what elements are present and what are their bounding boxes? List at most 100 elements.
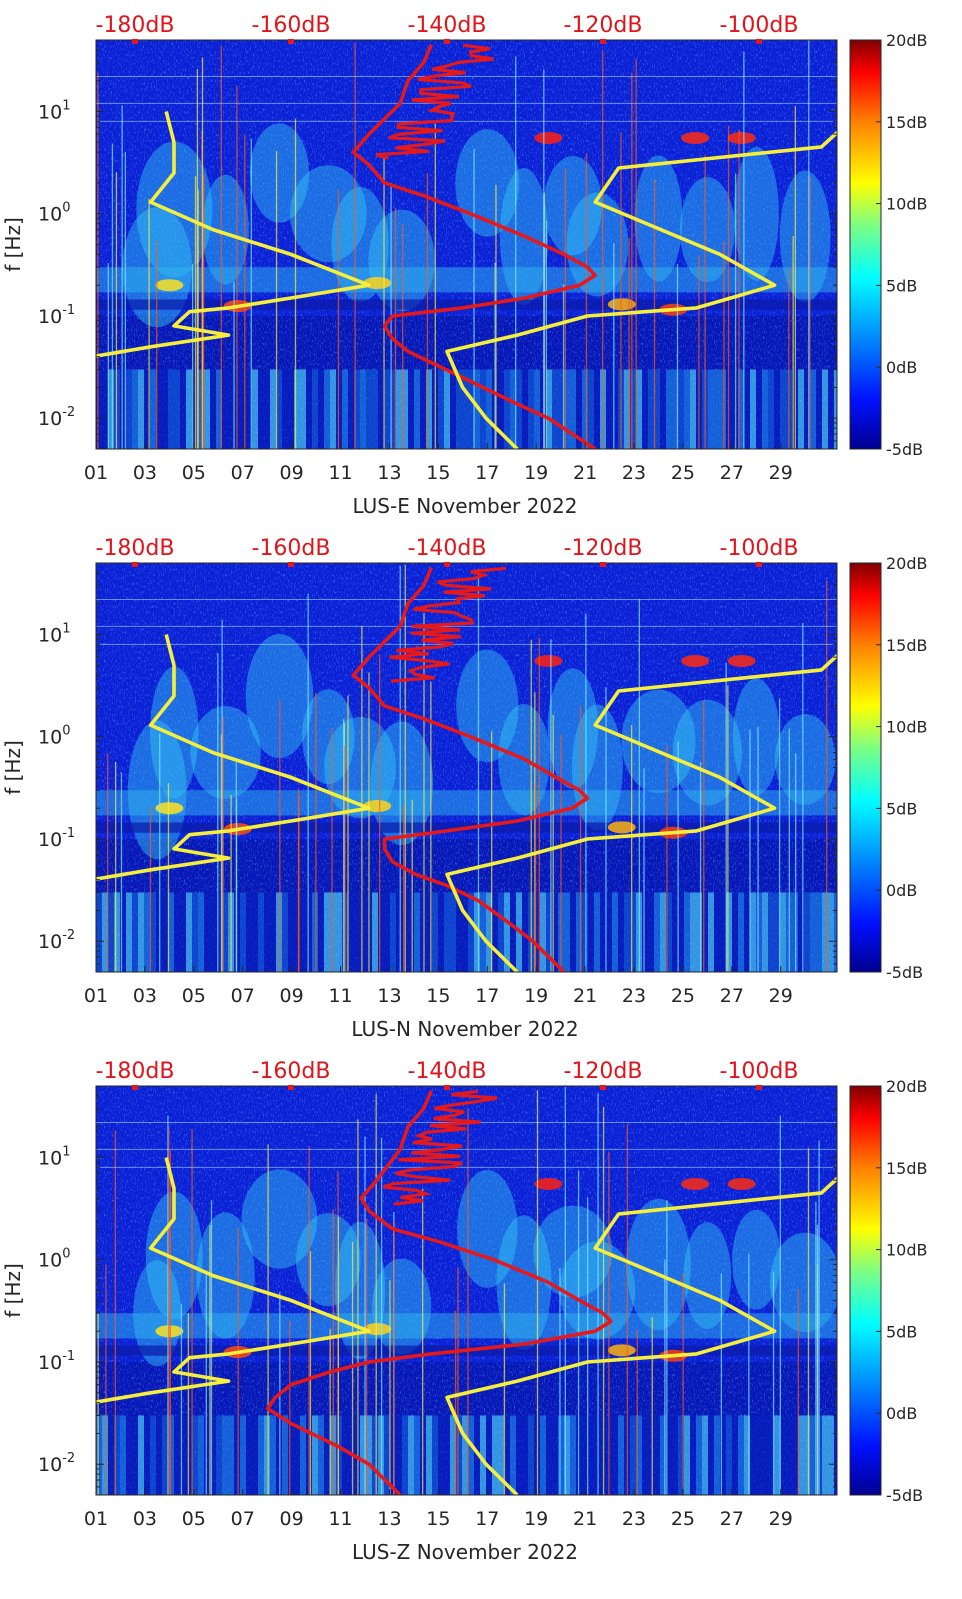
low-frequency-cell <box>180 369 186 449</box>
energy-blob <box>190 706 261 800</box>
x-tick-label: 13 <box>377 462 401 484</box>
low-frequency-cell <box>462 892 468 972</box>
low-frequency-cell <box>216 1415 222 1495</box>
low-frequency-cell <box>120 892 126 972</box>
colorbar <box>849 562 882 973</box>
low-frequency-cell <box>258 369 264 449</box>
top-axis-label: -180dB <box>96 1059 175 1084</box>
colorbar-tick-label: 5dB <box>886 799 917 818</box>
low-frequency-cell <box>318 892 324 972</box>
colorbar-tick-label: 10dB <box>886 195 928 214</box>
low-frequency-cell <box>378 369 384 449</box>
low-frequency-cell <box>504 369 510 449</box>
colorbar <box>849 1085 882 1496</box>
low-frequency-cell <box>186 369 192 449</box>
top-axis-label: -180dB <box>96 13 175 38</box>
spectrogram-plot <box>96 563 837 972</box>
low-frequency-cell <box>420 369 426 449</box>
low-frequency-cell <box>438 892 444 972</box>
spectrogram-panel: 01 03 05 07 09 11 13 15 17 19 21 23 25 27 29 LUS-N Nove… <box>1 536 928 1041</box>
low-frequency-cell <box>582 892 588 972</box>
low-frequency-cell <box>162 369 168 449</box>
x-tick-label: 21 <box>573 1508 597 1530</box>
low-frequency-cell <box>426 369 432 449</box>
low-frequency-cell <box>522 892 528 972</box>
low-frequency-cell <box>648 369 654 449</box>
low-frequency-cell <box>822 369 828 449</box>
low-frequency-cell <box>810 369 816 449</box>
low-frequency-cell <box>618 1415 624 1495</box>
low-frequency-cell <box>618 892 624 972</box>
spectrogram-panel: 01 03 05 07 09 11 13 15 17 19 21 23 25 27 29 LUS-E Nove… <box>1 13 928 518</box>
low-frequency-cell <box>678 1415 684 1495</box>
low-frequency-cell <box>516 369 522 449</box>
colorbar-tick-label: 15dB <box>886 636 928 655</box>
low-frequency-cell <box>828 1415 834 1495</box>
low-frequency-cell <box>594 1415 600 1495</box>
low-frequency-cell <box>708 892 714 972</box>
low-frequency-cell <box>486 1415 492 1495</box>
low-frequency-cell <box>324 892 330 972</box>
low-frequency-cell <box>372 369 378 449</box>
low-frequency-cell <box>684 892 690 972</box>
low-frequency-cell <box>444 1415 450 1495</box>
low-frequency-cell <box>666 369 672 449</box>
low-frequency-cell <box>156 1415 162 1495</box>
low-frequency-cell <box>708 1415 714 1495</box>
colorbar-tick-label: 10dB <box>886 718 928 737</box>
hot-spot <box>534 1178 563 1191</box>
y-tick-label: 10-1 <box>38 303 75 328</box>
energy-blob <box>455 129 520 237</box>
low-frequency-cell <box>396 1415 402 1495</box>
low-frequency-cell <box>732 1415 738 1495</box>
low-frequency-cell <box>402 1415 408 1495</box>
psd-curve-fluctuation <box>382 1089 498 1206</box>
low-frequency-cell <box>552 1415 558 1495</box>
low-frequency-cell <box>486 369 492 449</box>
hot-spot <box>155 279 184 292</box>
low-frequency-cell <box>318 369 324 449</box>
low-frequency-cell <box>696 892 702 972</box>
low-frequency-cell <box>276 892 282 972</box>
low-frequency-cell <box>102 369 108 449</box>
low-frequency-cell <box>222 892 228 972</box>
y-tick-label: 10-1 <box>38 1349 75 1374</box>
low-frequency-cell <box>270 1415 276 1495</box>
low-frequency-cell <box>762 369 768 449</box>
low-frequency-cell <box>150 1415 156 1495</box>
low-frequency-cell <box>510 369 516 449</box>
low-frequency-cell <box>306 892 312 972</box>
low-frequency-cell <box>660 892 666 972</box>
low-frequency-cell <box>312 1415 318 1495</box>
low-frequency-cell <box>660 369 666 449</box>
low-frequency-cell <box>108 892 114 972</box>
microseism-band <box>96 267 837 293</box>
energy-blob <box>626 1198 691 1331</box>
low-frequency-cell <box>414 892 420 972</box>
low-frequency-cell <box>540 1415 546 1495</box>
low-frequency-cell <box>360 1415 366 1495</box>
low-frequency-cell <box>810 1415 816 1495</box>
low-frequency-cell <box>822 892 828 972</box>
low-frequency-cell <box>702 1415 708 1495</box>
low-frequency-cell <box>450 369 456 449</box>
low-frequency-cell <box>774 892 780 972</box>
x-axis-label: LUS-E November 2022 <box>353 494 578 518</box>
low-frequency-cell <box>624 892 630 972</box>
x-tick-label: 27 <box>720 462 744 484</box>
low-frequency-cell <box>408 892 414 972</box>
low-frequency-cell <box>294 892 300 972</box>
low-frequency-cell <box>450 892 456 972</box>
low-frequency-cell <box>444 892 450 972</box>
top-axis-label: -160dB <box>252 536 331 561</box>
low-frequency-cell <box>738 1415 744 1495</box>
low-frequency-cell <box>648 892 654 972</box>
low-frequency-cell <box>504 892 510 972</box>
low-frequency-cell <box>498 369 504 449</box>
low-frequency-cell <box>696 1415 702 1495</box>
x-tick-label: 15 <box>426 985 450 1007</box>
low-frequency-cell <box>714 369 720 449</box>
low-frequency-cell <box>780 369 786 449</box>
low-frequency-cell <box>564 369 570 449</box>
low-frequency-cell <box>372 1415 378 1495</box>
